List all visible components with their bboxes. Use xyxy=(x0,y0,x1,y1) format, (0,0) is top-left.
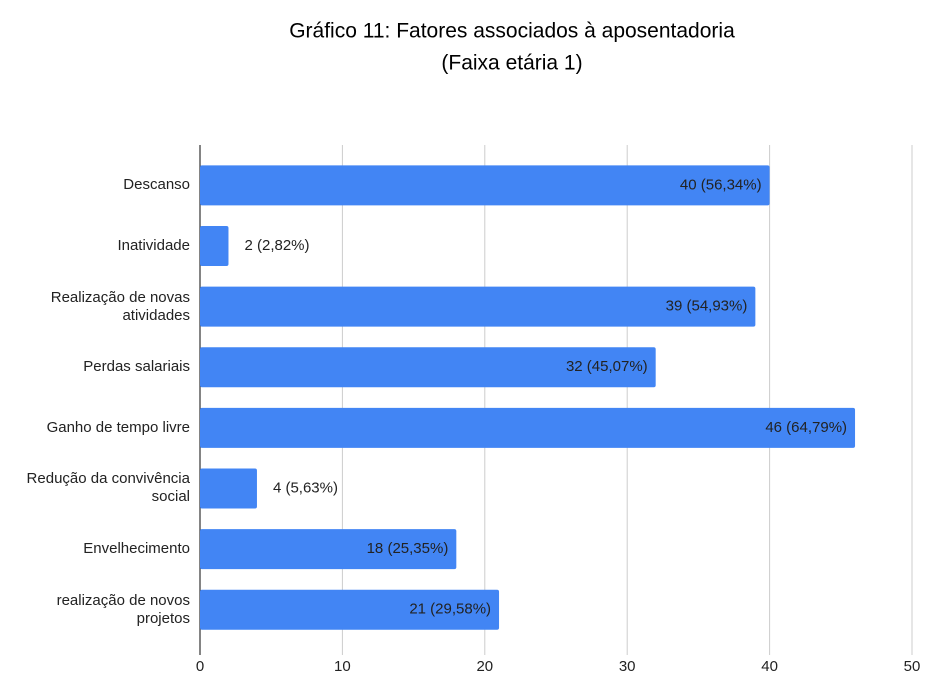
x-tick-label: 20 xyxy=(476,658,493,675)
chart-title: Gráfico 11: Fatores associados à aposent… xyxy=(289,20,735,43)
x-tick-label: 0 xyxy=(196,658,204,675)
bar xyxy=(200,407,856,448)
bar xyxy=(200,165,770,206)
y-tick-label: Inatividade xyxy=(117,236,190,254)
y-tick-label: realização de novos projetos xyxy=(56,591,190,627)
y-tick-label: Perdas salariais xyxy=(83,358,190,376)
x-tick-label: 50 xyxy=(904,658,921,675)
data-label: 46 (64,79%) xyxy=(765,419,847,436)
data-label: 18 (25,35%) xyxy=(367,540,449,557)
data-label: 40 (56,34%) xyxy=(680,176,762,193)
bar xyxy=(200,286,756,327)
bar xyxy=(200,529,457,570)
y-tick-label: Redução da convivência social xyxy=(26,470,190,506)
data-label: 32 (45,07%) xyxy=(566,358,648,375)
bar xyxy=(200,225,229,266)
data-label: 4 (5,63%) xyxy=(273,479,338,496)
chart-subtitle: (Faixa etária 1) xyxy=(441,52,582,75)
data-label: 39 (54,93%) xyxy=(666,298,748,315)
x-tick-label: 40 xyxy=(761,658,778,675)
bar xyxy=(200,347,656,388)
bar xyxy=(200,468,257,509)
y-tick-label: Realização de novas atividades xyxy=(50,288,190,324)
x-tick-label: 30 xyxy=(619,658,636,675)
data-label: 2 (2,82%) xyxy=(244,237,309,254)
bar xyxy=(200,589,500,630)
y-tick-label: Ganho de tempo livre xyxy=(46,418,190,436)
y-tick-label: Envelhecimento xyxy=(83,540,190,558)
x-tick-label: 10 xyxy=(334,658,351,675)
data-label: 21 (29,58%) xyxy=(409,601,491,618)
y-tick-label: Descanso xyxy=(123,176,190,194)
